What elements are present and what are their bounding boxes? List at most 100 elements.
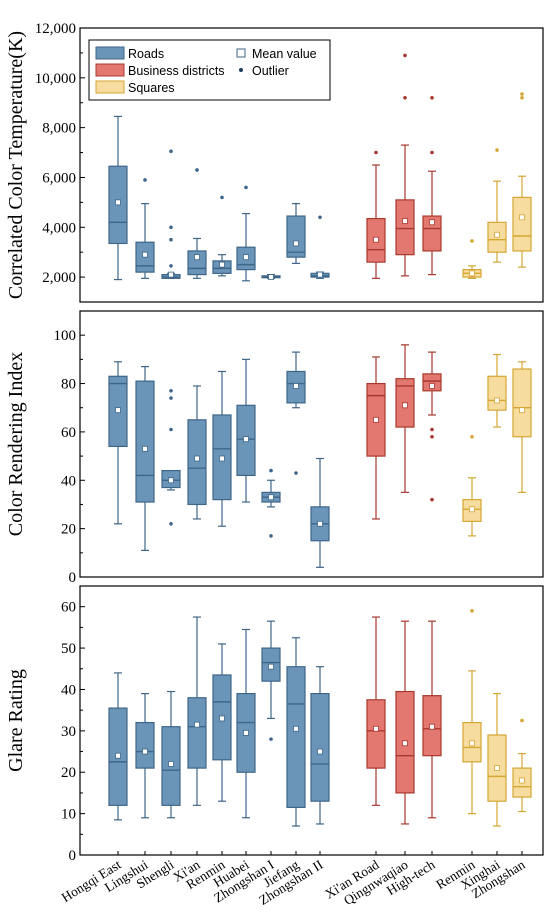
box-10 [366, 616, 386, 806]
y-tick-label: 40 [61, 682, 76, 698]
outlier-point [374, 150, 378, 155]
mean-marker [168, 477, 174, 484]
legend-outlier-label: Outlier [252, 64, 289, 78]
mean-marker [194, 254, 200, 261]
legend-label: Squares [128, 81, 175, 95]
y-tick-label: 0 [69, 570, 77, 586]
box-11 [395, 53, 415, 277]
outlier-point [294, 471, 298, 475]
legend-swatch [95, 63, 125, 77]
mean-marker [519, 777, 525, 784]
mean-marker [219, 455, 225, 462]
y-axis-title: Correlated Color Temperature(K) [5, 31, 27, 299]
outlier-point [169, 396, 173, 400]
box-12 [422, 351, 442, 502]
y-tick-label: 80 [61, 377, 76, 393]
box-7 [261, 274, 281, 280]
box-iqr [512, 196, 532, 252]
mean-marker [293, 240, 299, 247]
y-tick-label: 40 [61, 473, 76, 489]
mean-marker [293, 383, 299, 389]
legend-swatch [95, 46, 125, 60]
mean-marker [194, 721, 200, 728]
y-tick-label: 50 [61, 641, 76, 657]
y-tick-label: 0 [69, 848, 77, 864]
box-10 [366, 356, 386, 520]
legend-swatch [95, 80, 125, 94]
box-15 [512, 361, 532, 493]
box-1 [108, 361, 128, 525]
box-iqr [310, 692, 330, 802]
box-iqr [135, 721, 155, 769]
box-5 [212, 195, 232, 277]
plot-frame [79, 27, 544, 303]
mean-marker [429, 219, 435, 226]
y-tick-label: 100 [54, 328, 77, 344]
mean-marker [469, 270, 475, 277]
outlier-point [169, 237, 173, 242]
mean-marker [168, 271, 174, 278]
box-1 [108, 672, 128, 821]
box-3 [161, 149, 181, 279]
box-iqr [135, 380, 155, 503]
mean-marker [115, 199, 121, 206]
box-iqr [187, 697, 207, 769]
y-tick-label: 10 [61, 807, 76, 823]
outlier-point [318, 215, 322, 220]
mean-marker [494, 397, 500, 404]
outlier-point [269, 468, 273, 473]
box-3 [161, 690, 181, 819]
box-iqr [512, 368, 532, 438]
mean-marker [317, 520, 323, 527]
box-9 [310, 457, 330, 568]
y-tick-label: 8,000 [42, 121, 76, 137]
legend-mean-marker [236, 48, 246, 58]
outlier-point [430, 497, 434, 502]
mean-marker [168, 761, 174, 767]
outlier-point [169, 149, 173, 154]
outlier-point [470, 609, 474, 613]
mean-marker [373, 236, 379, 243]
box-7 [261, 468, 281, 538]
outlier-point [220, 195, 224, 200]
mean-marker [142, 748, 148, 755]
box-11 [395, 344, 415, 493]
box-8 [286, 351, 306, 475]
mean-marker [373, 416, 379, 423]
plot-frame [79, 310, 544, 578]
y-tick-label: 20 [61, 522, 76, 538]
mean-marker [373, 725, 379, 732]
box-iqr [395, 199, 415, 256]
box-6 [236, 628, 256, 819]
plot-frame [79, 585, 544, 856]
box-2 [135, 178, 155, 279]
box-iqr [286, 666, 306, 809]
mean-marker [402, 402, 408, 409]
box-iqr [487, 375, 507, 411]
chart-panel-1: 2,000 4,000 6,000 8,000 10,000 12,000 Correlat… [5, 21, 544, 303]
outlier-point [403, 95, 407, 100]
y-axis-title: Glare Rating [5, 669, 27, 772]
box-8 [286, 637, 306, 827]
box-5 [212, 643, 232, 802]
x-axis-labels: Hongqi EastLingshuiShengliXi'anRenminHua… [59, 851, 528, 908]
box-6 [236, 185, 256, 282]
box-12 [422, 620, 442, 819]
box-15 [512, 718, 532, 813]
box-13 [462, 609, 482, 815]
box-iqr [422, 215, 442, 252]
outlier-point [269, 534, 273, 538]
outlier-point [195, 168, 199, 172]
box-12 [422, 95, 442, 276]
y-tick-label: 12,000 [35, 21, 76, 37]
mean-marker [268, 494, 274, 501]
y-tick-label: 60 [61, 425, 76, 441]
legend-label: Roads [128, 47, 164, 61]
y-tick-label: 20 [61, 765, 76, 781]
box-4 [187, 168, 207, 279]
box-4 [187, 385, 207, 520]
box-14 [487, 692, 507, 827]
legend-label: Business districts [128, 64, 225, 78]
mean-marker [243, 730, 249, 736]
